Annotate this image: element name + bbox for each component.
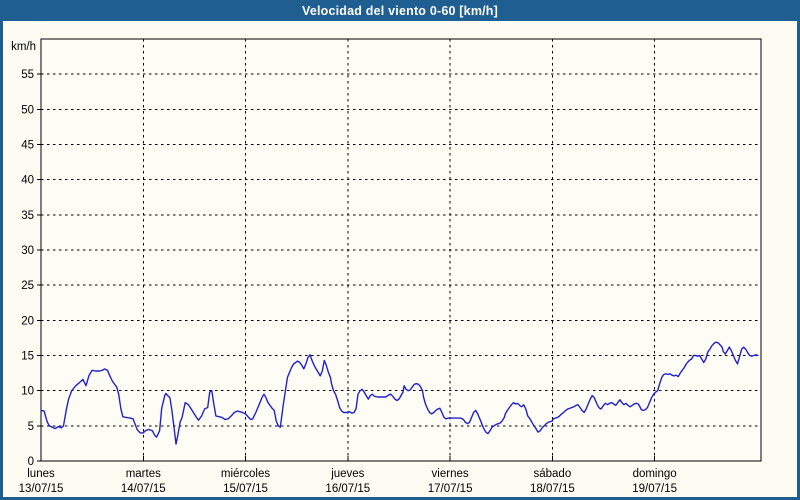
svg-text:25: 25 bbox=[21, 280, 34, 292]
x-axis-labels: lunes 13/07/15 martes 14/07/15 miércoles 15/0… bbox=[19, 468, 677, 495]
x-label-day-name: martes bbox=[126, 468, 161, 480]
svg-text:45: 45 bbox=[21, 140, 34, 152]
svg-text:10: 10 bbox=[21, 386, 34, 398]
wind-speed-series-line bbox=[40, 341, 759, 445]
x-label-date: 18/07/15 bbox=[530, 483, 575, 495]
svg-text:35: 35 bbox=[21, 210, 34, 222]
chart-title: Velocidad del viento 0-60 [km/h] bbox=[301, 3, 499, 18]
svg-text:30: 30 bbox=[21, 245, 34, 257]
x-label-day-name: sábado bbox=[533, 468, 571, 480]
svg-text:0: 0 bbox=[28, 456, 34, 468]
y-axis-labels: 0 5 10 15 20 25 30 35 40 45 50 55 bbox=[21, 69, 34, 468]
svg-text:55: 55 bbox=[21, 69, 34, 81]
x-label-day-name: lunes bbox=[27, 468, 55, 480]
chart-area: 0 5 10 15 20 25 30 35 40 45 50 55 km/h lunes 13/07/15 m… bbox=[0, 21, 800, 500]
x-label-day-name: domingo bbox=[633, 468, 677, 480]
y-axis-unit-label: km/h bbox=[11, 41, 36, 53]
x-label-date: 16/07/15 bbox=[325, 483, 370, 495]
chart-title-bar: Velocidad del viento 0-60 [km/h] bbox=[0, 0, 800, 21]
svg-text:20: 20 bbox=[21, 315, 34, 327]
x-label-date: 14/07/15 bbox=[121, 483, 166, 495]
x-label-date: 19/07/15 bbox=[632, 483, 677, 495]
svg-text:5: 5 bbox=[28, 421, 34, 433]
svg-text:40: 40 bbox=[21, 175, 34, 187]
axis-ticks bbox=[37, 73, 656, 462]
x-label-day-name: jueves bbox=[330, 468, 364, 480]
svg-text:50: 50 bbox=[21, 104, 34, 116]
wind-speed-line-chart: 0 5 10 15 20 25 30 35 40 45 50 55 km/h lunes 13/07/15 m… bbox=[11, 38, 762, 495]
x-label-date: 13/07/15 bbox=[19, 483, 64, 495]
svg-text:15: 15 bbox=[21, 351, 34, 363]
x-label-date: 17/07/15 bbox=[428, 483, 473, 495]
x-label-day-name: miércoles bbox=[221, 468, 270, 480]
x-label-date: 15/07/15 bbox=[223, 483, 268, 495]
x-label-day-name: viernes bbox=[432, 468, 469, 480]
gridlines bbox=[41, 39, 761, 461]
